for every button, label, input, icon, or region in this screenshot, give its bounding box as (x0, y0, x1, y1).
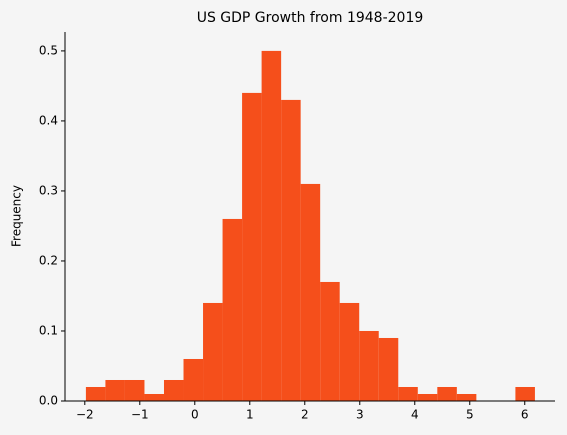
x-tick-label: −1 (131, 408, 149, 422)
bar (378, 337, 399, 401)
bar (222, 218, 243, 401)
bar (281, 99, 301, 402)
x-tick-label: 6 (521, 408, 529, 422)
bar (105, 379, 125, 401)
bar (339, 302, 360, 401)
bar (203, 302, 223, 401)
y-tick-label: 0.0 (39, 394, 58, 408)
bar (398, 386, 418, 401)
y-tick-label: 0.4 (39, 113, 58, 127)
bar (124, 379, 145, 401)
bar (456, 393, 477, 401)
bar (515, 386, 535, 401)
bar (85, 386, 106, 401)
x-tick-label: −2 (76, 408, 94, 422)
chart-title: US GDP Growth from 1948-2019 (197, 10, 424, 26)
x-tick-label: 3 (356, 408, 364, 422)
x-tick-label: 4 (411, 408, 419, 422)
bar (163, 379, 184, 401)
x-tick-label: 1 (246, 408, 254, 422)
x-tick-label: 2 (301, 408, 309, 422)
y-tick-label: 0.1 (39, 323, 58, 337)
y-tick-label: 0.5 (39, 43, 58, 57)
bar (417, 393, 438, 401)
bar (300, 183, 321, 401)
bar (437, 386, 457, 401)
bar (183, 358, 204, 401)
y-axis-label: Frequency (10, 185, 24, 247)
bar (359, 330, 379, 401)
x-tick-label: 0 (191, 408, 199, 422)
bar (242, 92, 262, 402)
bar (261, 50, 282, 402)
y-tick-label: 0.3 (39, 183, 58, 197)
bar (144, 393, 164, 401)
bar (320, 281, 340, 401)
y-tick-label: 0.2 (39, 253, 58, 267)
x-tick-label: 5 (466, 408, 474, 422)
